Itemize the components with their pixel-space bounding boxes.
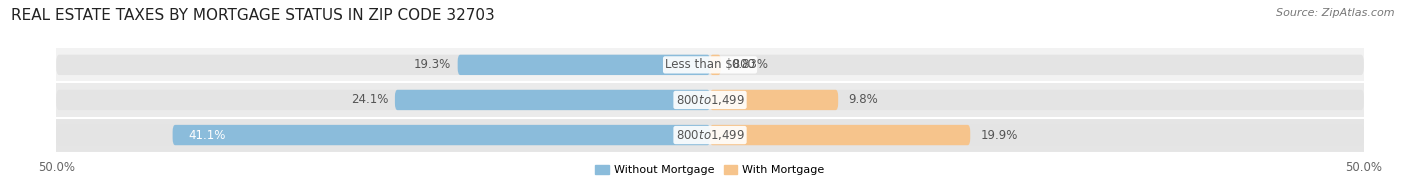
FancyBboxPatch shape bbox=[710, 55, 721, 75]
Text: Less than $800: Less than $800 bbox=[665, 58, 755, 71]
Text: 0.83%: 0.83% bbox=[731, 58, 768, 71]
Text: 41.1%: 41.1% bbox=[188, 129, 226, 142]
Text: $800 to $1,499: $800 to $1,499 bbox=[675, 128, 745, 142]
FancyBboxPatch shape bbox=[56, 125, 1364, 145]
Bar bbox=[56, 82, 1364, 118]
FancyBboxPatch shape bbox=[458, 55, 710, 75]
FancyBboxPatch shape bbox=[56, 55, 1364, 75]
Text: REAL ESTATE TAXES BY MORTGAGE STATUS IN ZIP CODE 32703: REAL ESTATE TAXES BY MORTGAGE STATUS IN … bbox=[11, 8, 495, 23]
Text: 19.9%: 19.9% bbox=[981, 129, 1018, 142]
Text: 24.1%: 24.1% bbox=[352, 93, 388, 106]
FancyBboxPatch shape bbox=[710, 125, 970, 145]
Text: $800 to $1,499: $800 to $1,499 bbox=[675, 93, 745, 107]
FancyBboxPatch shape bbox=[173, 125, 710, 145]
Bar bbox=[56, 47, 1364, 82]
FancyBboxPatch shape bbox=[710, 90, 838, 110]
Text: 19.3%: 19.3% bbox=[413, 58, 451, 71]
FancyBboxPatch shape bbox=[395, 90, 710, 110]
Text: 9.8%: 9.8% bbox=[849, 93, 879, 106]
Legend: Without Mortgage, With Mortgage: Without Mortgage, With Mortgage bbox=[595, 164, 825, 176]
FancyBboxPatch shape bbox=[56, 90, 1364, 110]
Text: Source: ZipAtlas.com: Source: ZipAtlas.com bbox=[1277, 8, 1395, 18]
Bar bbox=[56, 118, 1364, 153]
